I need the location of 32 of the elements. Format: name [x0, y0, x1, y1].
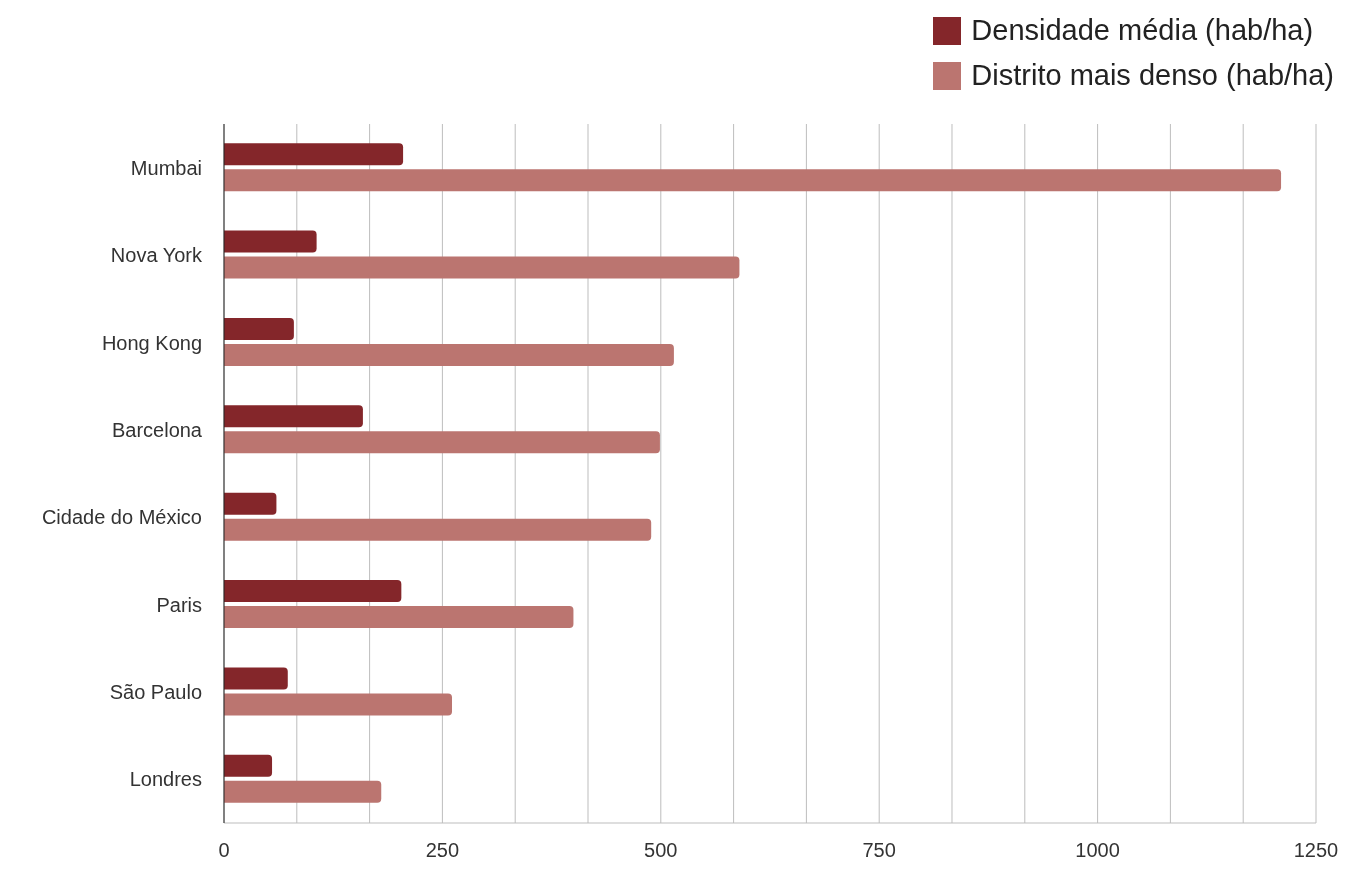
bar: [224, 754, 273, 777]
y-tick-label: São Paulo: [109, 681, 202, 704]
legend-label: Densidade média (hab/ha): [971, 14, 1314, 47]
bar: [224, 518, 652, 541]
y-tick-label: Londres: [129, 768, 202, 791]
x-tick-label: 0: [218, 839, 230, 862]
y-tick-label: Mumbai: [130, 156, 202, 179]
bar: [224, 667, 288, 690]
x-tick-label: 1250: [1293, 839, 1339, 862]
bar: [224, 606, 574, 629]
bar: [224, 780, 382, 803]
bar: [224, 143, 404, 166]
x-tick-label: 750: [862, 839, 896, 862]
bar: [224, 169, 1282, 192]
bar: [224, 693, 453, 716]
y-tick-label: Cidade do México: [41, 506, 202, 529]
bar: [224, 343, 674, 366]
bar: [224, 405, 363, 428]
x-tick-label: 1000: [1075, 839, 1120, 862]
y-tick-label: Barcelona: [111, 418, 203, 441]
x-tick-label: 500: [644, 839, 678, 862]
bar: [224, 317, 294, 340]
legend-label: Distrito mais denso (hab/ha): [971, 59, 1334, 92]
bar: [224, 230, 317, 253]
y-tick-label: Nova York: [110, 244, 203, 267]
bar: [224, 580, 402, 603]
bar: [224, 431, 660, 454]
y-tick-label: Paris: [156, 593, 202, 616]
x-tick-label: 250: [425, 839, 460, 862]
y-tick-label: Hong Kong: [101, 331, 202, 354]
bar: [224, 256, 740, 279]
bar: [224, 492, 277, 515]
